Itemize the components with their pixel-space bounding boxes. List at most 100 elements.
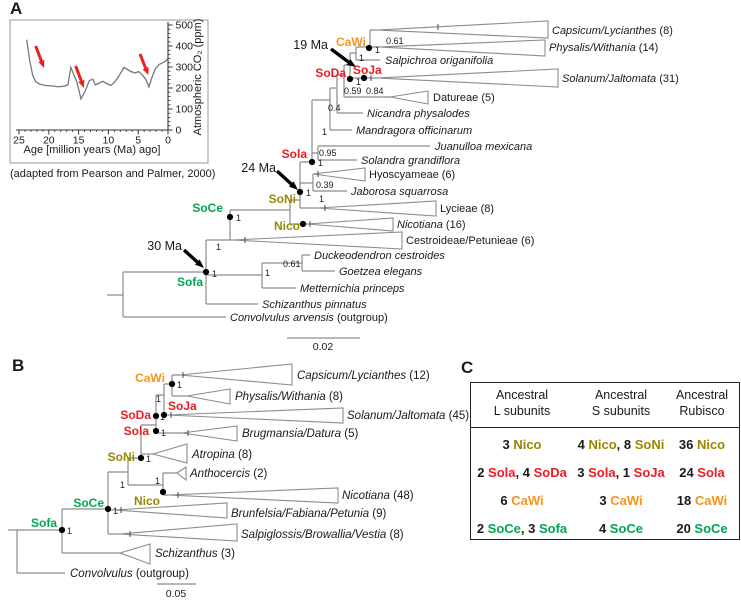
support-value: 1: [67, 526, 72, 536]
clade-triangle: [377, 20, 549, 39]
support-value: 0.95: [319, 148, 337, 158]
node-dot-cawi: [168, 380, 176, 388]
svg-text:15: 15: [73, 135, 85, 147]
table-cell: 24 Sola: [679, 465, 725, 480]
table-cell: 3 CaWi: [599, 493, 643, 508]
node-label-sofa: Sofa: [177, 275, 203, 289]
panel-c-letter: C: [461, 358, 474, 377]
support-value: 0.61: [283, 259, 301, 269]
scale-bar-label: 0.05: [166, 588, 187, 600]
node-dot-soce: [104, 505, 112, 513]
tip-label: Salpiglossis/Browallia/Vestia (8): [241, 529, 404, 541]
support-value: 1: [160, 412, 165, 422]
clade-triangle: [181, 425, 238, 442]
support-value: 0.84: [366, 86, 384, 96]
age-label: 19 Ma: [293, 38, 328, 52]
support-value: 1: [216, 242, 221, 252]
clade-triangle: [176, 465, 187, 482]
node-dot-soce: [226, 213, 234, 221]
support-value: 1: [356, 77, 361, 87]
age-label: 24 Ma: [241, 161, 276, 175]
node-label-sofa: Sofa: [31, 516, 57, 530]
tip-label: Jaborosa squarrosa: [350, 186, 448, 198]
support-value: 1: [318, 158, 323, 168]
clade-triangle: [179, 363, 293, 386]
clade-triangle: [232, 231, 403, 250]
table-cell: 20 SoCe: [676, 521, 728, 536]
clade-triangle: [114, 502, 228, 519]
node-dot-soni: [137, 454, 145, 462]
tip-label: Atropina (8): [191, 449, 252, 461]
node-dot-soda: [152, 412, 160, 420]
table-body: 3 Nico 4 Nico, 8 SoNi 36 Nico 2 Sola, 4 …: [471, 428, 739, 543]
node-label-soni: SoNi: [269, 192, 296, 206]
clade-triangle: [186, 388, 231, 405]
age-arrow-shaft: [182, 248, 199, 264]
table-header-row: Ancestral L subunits Ancestral S subunits …: [471, 383, 739, 428]
node-dot-soda: [346, 75, 354, 83]
tip-label: Brugmansia/Datura (5): [242, 428, 358, 440]
svg-text:25: 25: [13, 135, 25, 147]
age-annotation-24ma: 24 Ma: [241, 161, 298, 190]
tip-label: Duckeodendron cestroides: [314, 250, 445, 262]
clade-triangle: [312, 167, 366, 182]
support-value: 1: [359, 53, 364, 63]
support-value: 1: [155, 476, 160, 486]
tip-label: Solandra grandiflora: [361, 155, 460, 167]
tip-label: Metternichia princeps: [300, 283, 405, 295]
column-header: Ancestral S subunits: [591, 388, 651, 418]
inset-source-note: (adapted from Pearson and Palmer, 2000): [10, 168, 215, 180]
panel-c: C Ancestral L subunits Ancestral S subunit…: [455, 355, 741, 600]
node-dot-sofa: [58, 526, 66, 534]
support-value: 0.4: [328, 103, 341, 113]
support-value: 1: [306, 188, 311, 198]
tip-label: Cestroideae/Petunieae (6): [406, 235, 534, 247]
tip-label: Capsicum/Lycianthes (12): [297, 370, 430, 382]
clade-triangle: [167, 487, 339, 504]
node-dot-cawi: [365, 44, 373, 52]
column-header: Ancestral Rubisco: [675, 388, 729, 418]
inset-frame: [9, 19, 209, 164]
node-label-soja: SoJa: [168, 399, 197, 413]
table-cell: 2 SoCe, 3 Sofa: [476, 521, 568, 536]
tree-a-branches: [107, 29, 430, 318]
node-dot-soja: [360, 74, 368, 82]
column-header: Ancestral L subunits: [493, 388, 551, 418]
branch-ticks: [120, 372, 189, 537]
tree-b-branches: [8, 374, 187, 574]
node-label-soce: SoCe: [192, 201, 223, 215]
node-label-nico: Nico: [274, 219, 300, 233]
table-cell: 6 CaWi: [500, 493, 544, 508]
age-label: 30 Ma: [147, 239, 182, 253]
age-annotation-19ma: 19 Ma: [293, 38, 356, 67]
node-dot-nico: [299, 220, 307, 228]
clade-triangle: [377, 68, 559, 88]
svg-text:20: 20: [43, 135, 55, 147]
tip-label: Physalis/Withania (14): [549, 42, 658, 54]
table-cell: 36 Nico: [678, 437, 726, 452]
clade-triangle: [379, 39, 546, 57]
support-value: 1: [265, 268, 270, 278]
tip-label: Schizanthus (3): [155, 548, 235, 560]
svg-text:400: 400: [176, 41, 194, 53]
support-value: 1: [161, 428, 166, 438]
node-dot-sola: [308, 158, 316, 166]
branch-ticks: [244, 24, 439, 243]
age-annotation-30ma: 30 Ma: [147, 239, 204, 268]
clade-triangle: [166, 407, 344, 424]
tip-label: Anthocercis (2): [189, 468, 268, 480]
tip-label: Solanum/Jaltomata (31): [562, 73, 679, 85]
tip-label: Convolvulus (outgroup): [70, 568, 189, 580]
node-label-soce: SoCe: [73, 496, 104, 510]
panel-a-letter: A: [10, 0, 22, 18]
tip-label: Nicotiana (48): [342, 490, 414, 502]
tip-label: Datureae (5): [433, 92, 495, 104]
node-label-cawi: CaWi: [336, 35, 366, 49]
node-label-soda: SoDa: [120, 408, 151, 422]
support-value: 1: [212, 269, 217, 279]
support-value: 0.39: [316, 180, 334, 190]
clade-triangle: [389, 90, 429, 105]
